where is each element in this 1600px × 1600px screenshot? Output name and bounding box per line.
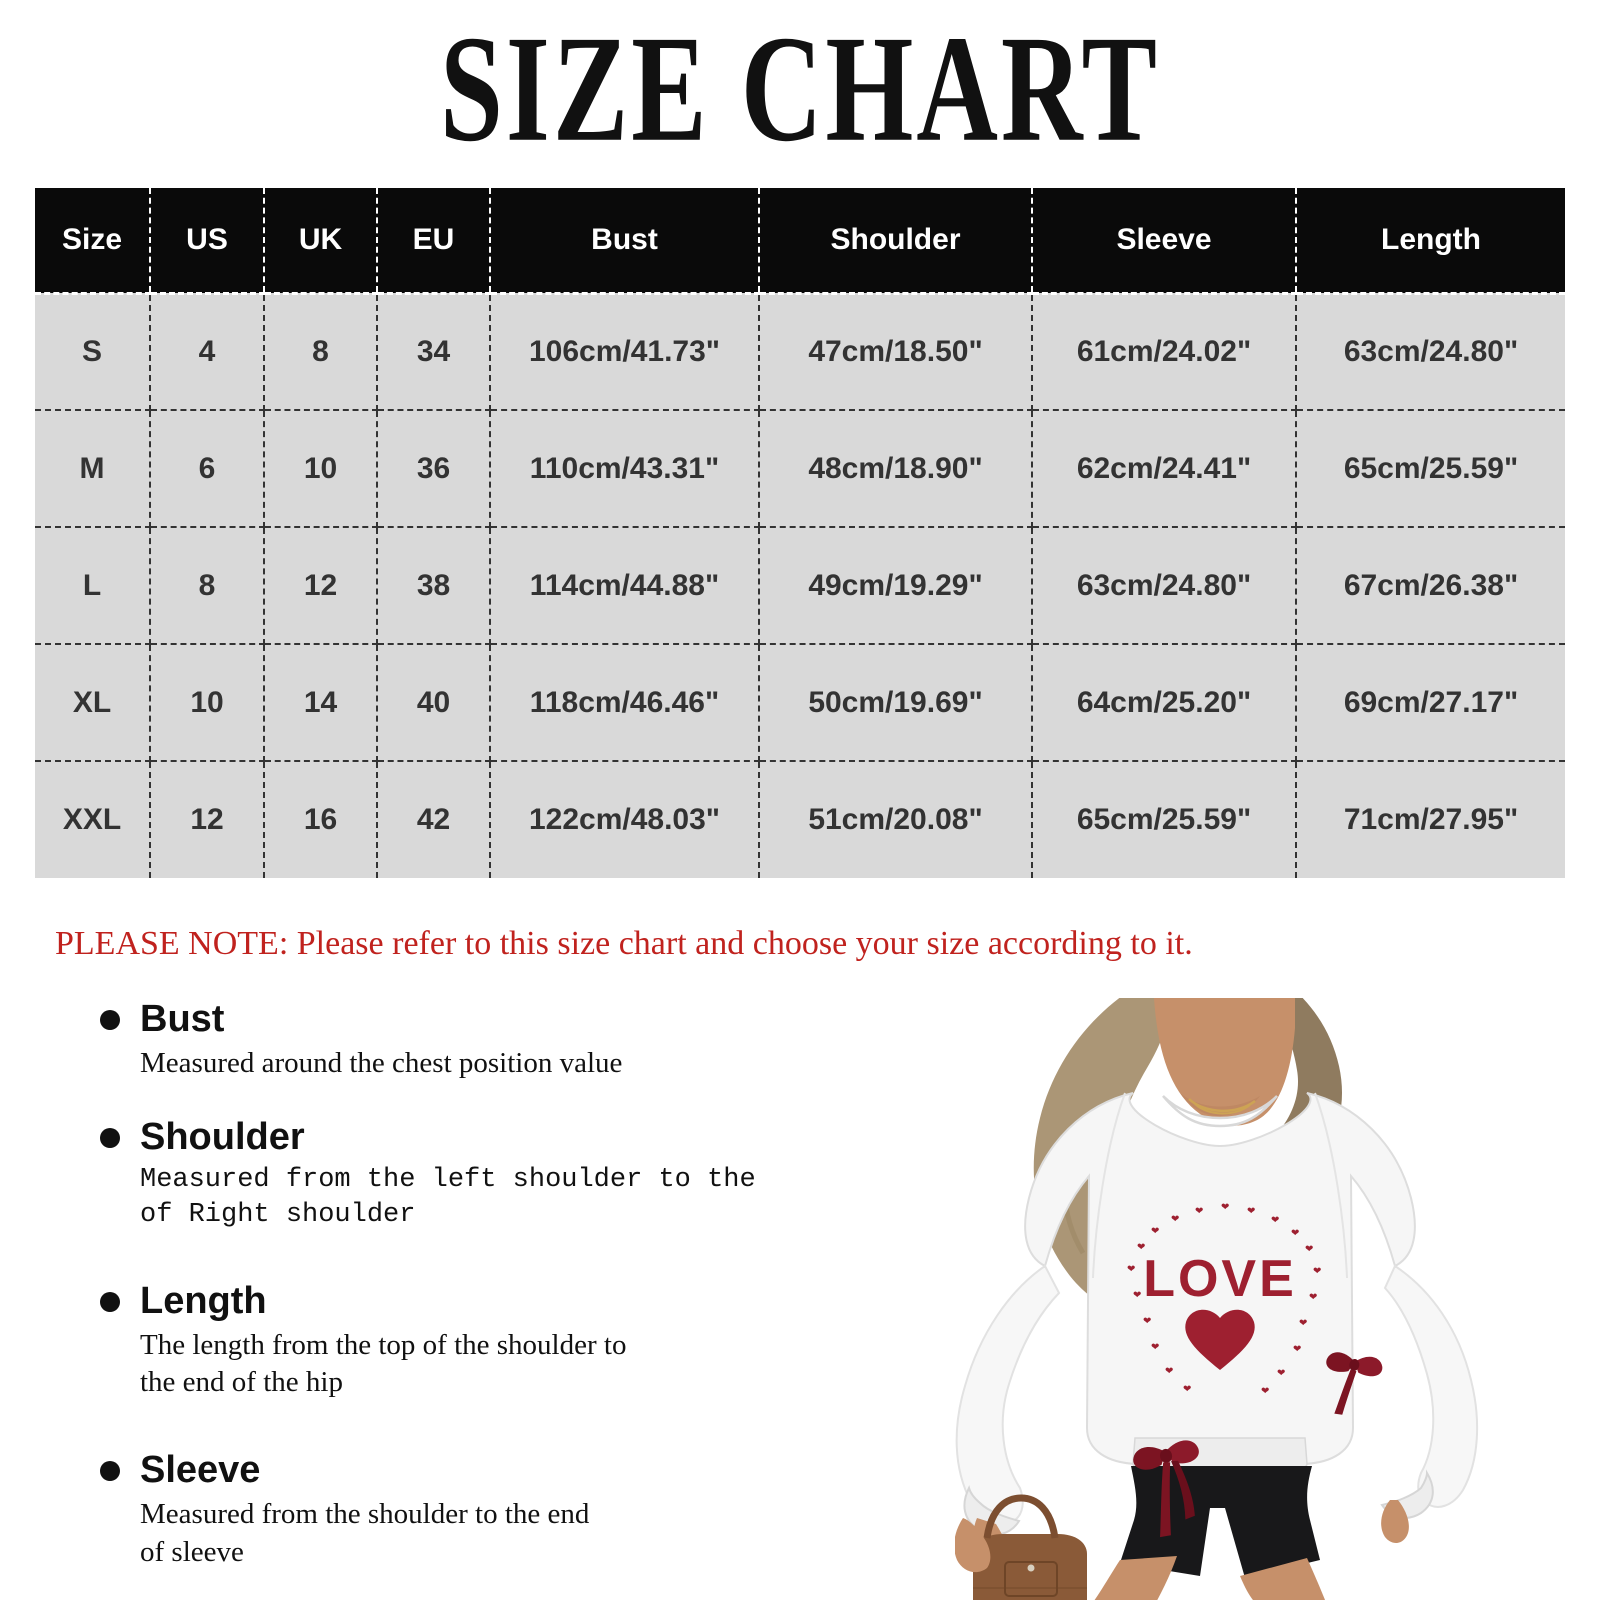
svg-text:❤: ❤ [1171,1214,1179,1225]
svg-text:❤: ❤ [1133,1290,1141,1301]
svg-text:❤: ❤ [1293,1344,1301,1355]
svg-text:❤: ❤ [1261,1386,1269,1397]
svg-text:❤: ❤ [1221,1202,1229,1213]
svg-text:❤: ❤ [1271,1215,1279,1226]
svg-text:❤: ❤ [1291,1228,1299,1239]
svg-text:❤: ❤ [1165,1366,1173,1377]
svg-text:❤: ❤ [1151,1226,1159,1237]
svg-text:❤: ❤ [1313,1266,1321,1277]
svg-text:❤: ❤ [1137,1242,1145,1253]
svg-text:❤: ❤ [1305,1244,1313,1255]
svg-text:❤: ❤ [1183,1384,1191,1395]
svg-text:❤: ❤ [1151,1342,1159,1353]
svg-text:❤: ❤ [1309,1292,1317,1303]
svg-text:❤: ❤ [1195,1206,1203,1217]
svg-text:LOVE: LOVE [1143,1250,1297,1308]
svg-text:❤: ❤ [1247,1206,1255,1217]
svg-text:❤: ❤ [1299,1318,1307,1329]
svg-text:❤: ❤ [1127,1264,1135,1275]
svg-text:❤: ❤ [1277,1368,1285,1379]
svg-text:❤: ❤ [1143,1316,1151,1327]
